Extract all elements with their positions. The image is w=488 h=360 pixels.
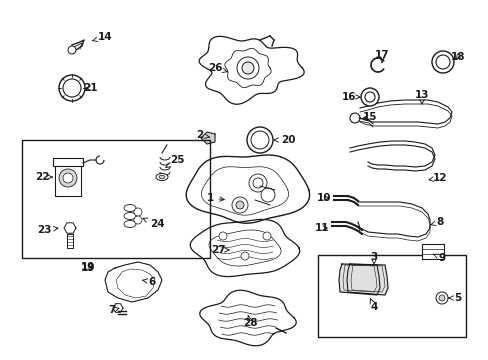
Text: 7: 7 xyxy=(108,305,119,315)
Ellipse shape xyxy=(156,174,168,180)
Polygon shape xyxy=(338,264,379,295)
Text: 11: 11 xyxy=(314,223,328,233)
Text: 10: 10 xyxy=(316,193,330,203)
Circle shape xyxy=(261,188,274,202)
Ellipse shape xyxy=(124,220,136,228)
Bar xyxy=(55,160,81,196)
Ellipse shape xyxy=(159,175,164,179)
Text: 15: 15 xyxy=(362,112,376,122)
Circle shape xyxy=(237,57,259,79)
Polygon shape xyxy=(64,223,76,233)
Circle shape xyxy=(241,252,248,260)
Text: 16: 16 xyxy=(341,92,359,102)
Text: 1: 1 xyxy=(206,193,224,203)
Polygon shape xyxy=(190,219,299,276)
Circle shape xyxy=(349,113,359,123)
Text: 3: 3 xyxy=(369,252,377,265)
Polygon shape xyxy=(186,155,309,223)
Circle shape xyxy=(219,232,226,240)
Text: 13: 13 xyxy=(414,90,428,104)
Ellipse shape xyxy=(124,204,136,212)
Bar xyxy=(421,244,443,259)
Text: 5: 5 xyxy=(447,293,461,303)
Text: 28: 28 xyxy=(242,315,257,328)
Polygon shape xyxy=(357,202,429,237)
Text: 14: 14 xyxy=(92,32,112,42)
Text: 8: 8 xyxy=(430,217,443,227)
Bar xyxy=(67,234,73,248)
Text: 4: 4 xyxy=(369,299,377,312)
Text: 22: 22 xyxy=(35,172,52,182)
Text: 20: 20 xyxy=(273,135,295,145)
Text: 19: 19 xyxy=(81,263,95,273)
Circle shape xyxy=(438,295,444,301)
Circle shape xyxy=(360,88,378,106)
Text: 17: 17 xyxy=(374,50,388,63)
Circle shape xyxy=(242,62,253,74)
Circle shape xyxy=(364,92,374,102)
Text: 9: 9 xyxy=(432,253,445,263)
Polygon shape xyxy=(201,132,215,144)
Circle shape xyxy=(59,75,85,101)
Ellipse shape xyxy=(124,212,136,220)
Text: 26: 26 xyxy=(207,63,227,73)
Polygon shape xyxy=(349,141,434,171)
Text: 18: 18 xyxy=(450,52,464,62)
Circle shape xyxy=(250,131,268,149)
Bar xyxy=(22,140,209,258)
Circle shape xyxy=(435,292,447,304)
Circle shape xyxy=(134,216,142,224)
Circle shape xyxy=(63,173,73,183)
Text: 24: 24 xyxy=(142,218,164,229)
Circle shape xyxy=(236,201,244,209)
Circle shape xyxy=(431,51,453,73)
Polygon shape xyxy=(359,100,451,124)
Circle shape xyxy=(435,55,449,69)
Text: 12: 12 xyxy=(428,173,447,183)
Circle shape xyxy=(248,174,266,192)
Circle shape xyxy=(263,232,270,240)
Circle shape xyxy=(68,46,76,54)
Circle shape xyxy=(252,178,263,188)
Text: 23: 23 xyxy=(37,225,58,235)
Text: 2: 2 xyxy=(196,130,209,140)
Circle shape xyxy=(246,127,272,153)
Bar xyxy=(317,255,465,337)
Circle shape xyxy=(59,169,77,187)
Text: 25: 25 xyxy=(165,155,184,167)
Polygon shape xyxy=(105,262,162,302)
Text: 19: 19 xyxy=(81,262,95,272)
Circle shape xyxy=(63,79,81,97)
Circle shape xyxy=(134,208,142,216)
Circle shape xyxy=(231,197,247,213)
Text: 27: 27 xyxy=(210,245,228,255)
Polygon shape xyxy=(346,264,387,295)
Bar xyxy=(53,158,83,166)
Polygon shape xyxy=(113,304,123,312)
Polygon shape xyxy=(200,290,296,346)
Text: 6: 6 xyxy=(142,277,155,287)
Polygon shape xyxy=(199,36,304,104)
Text: 21: 21 xyxy=(82,83,97,93)
